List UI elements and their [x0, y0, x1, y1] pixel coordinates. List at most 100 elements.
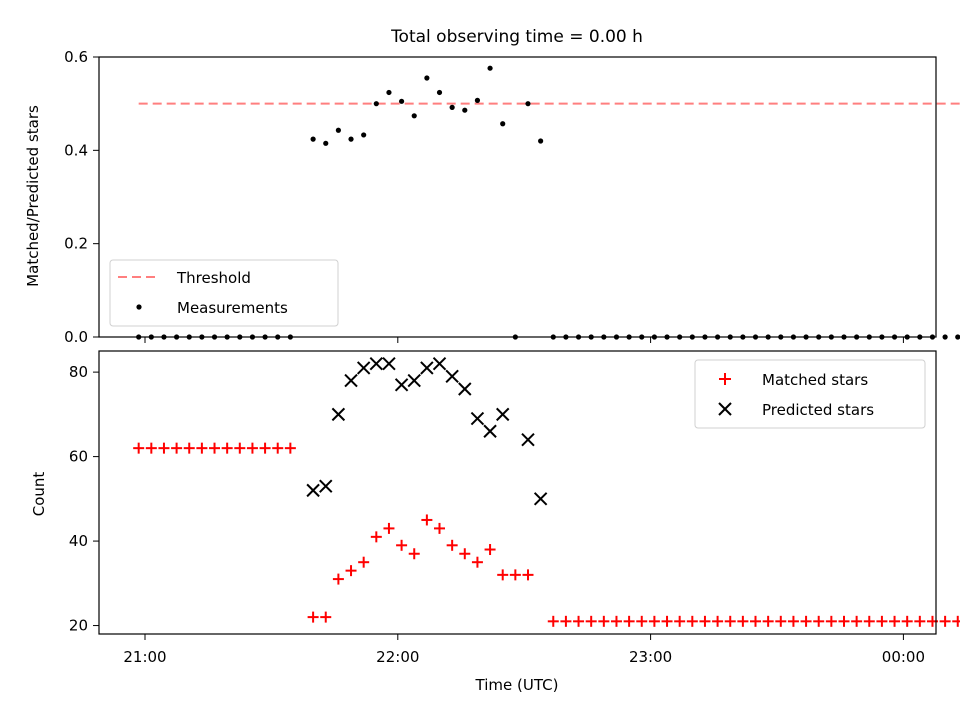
measurement-point — [386, 89, 392, 96]
top-axes-frame — [98, 56, 937, 338]
measurement-point — [323, 140, 329, 146]
matched-stars-points — [133, 442, 960, 627]
top-x-ticks — [144, 337, 904, 343]
predicted-star-point — [533, 492, 548, 506]
matched-star-point — [661, 615, 673, 627]
matched-star-point — [396, 539, 408, 551]
matched-star-point — [901, 615, 913, 627]
matched-star-point — [952, 615, 960, 627]
top-y-tick-label: 0.4 — [64, 141, 88, 159]
top-ylabel: Matched/Predicted stars — [24, 105, 42, 287]
matched-star-point — [497, 569, 509, 581]
predicted-star-point — [369, 356, 384, 371]
matched-star-point — [914, 615, 926, 627]
matched-star-point — [813, 615, 825, 627]
matched-star-point — [686, 615, 698, 627]
matched-star-point — [547, 615, 559, 627]
matched-star-point — [750, 615, 762, 627]
matched-star-point — [610, 615, 622, 627]
matched-star-point — [345, 565, 357, 577]
matched-star-point — [158, 442, 170, 454]
matched-star-point — [712, 615, 724, 627]
matched-star-point — [408, 548, 420, 560]
predicted-stars-points — [306, 356, 548, 506]
matched-star-point — [939, 615, 951, 627]
measurement-point — [449, 104, 455, 110]
matched-star-point — [598, 615, 610, 627]
measurement-point — [955, 334, 960, 340]
predicted-star-point — [306, 483, 320, 498]
measurement-point — [487, 65, 493, 71]
matched-star-point — [787, 615, 799, 627]
bottom-axes-frame — [98, 350, 937, 635]
predicted-star-point — [458, 382, 472, 396]
legend-measurement-label: Measurements — [177, 299, 288, 317]
legend-measurement-swatch — [136, 304, 142, 310]
predicted-star-point — [470, 411, 485, 426]
predicted-star-point — [344, 373, 358, 388]
measurement-point — [942, 334, 948, 340]
matched-star-point — [636, 615, 648, 627]
legend-threshold-label: Threshold — [176, 269, 251, 287]
measurement-point — [373, 101, 379, 107]
matched-star-point — [876, 615, 888, 627]
bottom-legend: Matched stars Predicted stars — [694, 359, 926, 429]
matched-star-point — [221, 442, 233, 454]
top-legend-box — [109, 259, 339, 327]
top-title: Total observing time = 0.00 h — [390, 27, 643, 47]
measurement-point — [538, 138, 544, 144]
top-subplot: Total observing time = 0.00 h Matched/Pr… — [24, 27, 960, 346]
matched-star-point — [446, 539, 458, 551]
matched-star-point — [332, 573, 344, 585]
measurement-point — [474, 97, 481, 103]
legend-predicted-swatch — [718, 402, 732, 416]
top-legend: Threshold Measurements — [109, 259, 339, 327]
matched-star-point — [234, 442, 246, 454]
matched-star-point — [800, 615, 812, 627]
matched-star-point — [560, 615, 572, 627]
matched-star-point — [825, 615, 837, 627]
matched-star-point — [272, 442, 284, 454]
matched-star-point — [383, 522, 395, 534]
predicted-star-point — [445, 369, 459, 384]
top-y-tick-label: 0.6 — [64, 48, 88, 66]
measurement-point — [411, 113, 417, 119]
matched-star-point — [246, 442, 258, 454]
measurement-point — [462, 107, 468, 113]
predicted-star-point — [483, 424, 497, 438]
predicted-star-point — [407, 373, 421, 388]
measurement-point — [500, 121, 506, 127]
matched-star-point — [459, 548, 471, 560]
predicted-star-point — [432, 356, 447, 371]
matched-star-point — [320, 611, 332, 623]
matched-star-point — [284, 442, 296, 454]
matched-star-point — [307, 611, 319, 623]
bottom-y-ticks: 20 40 60 80 — [69, 363, 99, 635]
matched-star-point — [585, 615, 597, 627]
legend-predicted-label: Predicted stars — [762, 401, 874, 419]
matched-star-point — [889, 615, 901, 627]
top-y-ticks: 0.0 0.2 0.4 0.6 — [64, 48, 99, 346]
measurement-point — [436, 89, 443, 96]
measurement-point — [335, 127, 341, 133]
bottom-y-tick-label: 40 — [69, 532, 88, 550]
bottom-y-tick-label: 20 — [69, 617, 88, 635]
measurement-point — [424, 75, 430, 81]
matched-star-point — [133, 442, 145, 454]
matched-star-point — [421, 514, 433, 526]
matched-star-point — [259, 442, 271, 454]
bottom-x-tick-label: 22:00 — [376, 648, 419, 666]
matched-star-point — [737, 615, 749, 627]
measurement-point — [310, 136, 316, 142]
matched-star-point — [851, 615, 863, 627]
predicted-star-point — [496, 407, 510, 422]
bottom-x-tick-label: 23:00 — [629, 648, 672, 666]
predicted-star-point — [394, 378, 409, 392]
matched-star-point — [699, 615, 711, 627]
predicted-star-point — [331, 407, 346, 422]
matched-star-point — [838, 615, 850, 627]
matched-star-point — [171, 442, 183, 454]
matched-star-point — [573, 615, 585, 627]
